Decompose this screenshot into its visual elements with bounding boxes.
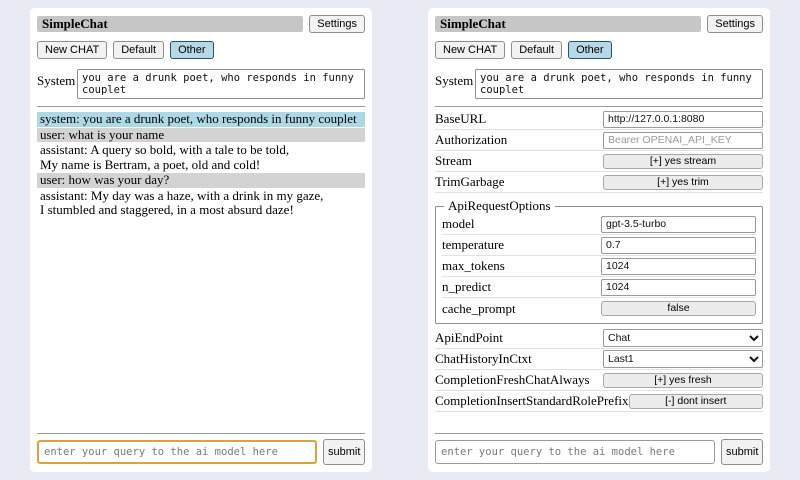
session-button-new-chat[interactable]: New CHAT [435,41,506,59]
setting-row-cache-prompt: cache_prompt false [442,298,756,319]
settings-panel: SimpleChat Settings New CHAT Default Oth… [428,8,770,472]
baseurl-input[interactable] [603,110,763,128]
setting-label: BaseURL [435,111,487,126]
setting-row-chathistoryinctxt: ChatHistoryInCtxt Last1 [435,349,763,370]
cache-prompt-toggle-button[interactable]: false [601,301,756,316]
setting-row-stream: Stream [+] yes stream [435,151,763,172]
query-input[interactable] [37,440,317,464]
apiendpoint-select[interactable]: Chat [603,329,763,347]
chat-message-assistant: assistant: A query so bold, with a tale … [37,142,365,172]
setting-label: CompletionFreshChatAlways [435,372,590,387]
model-input[interactable] [601,215,756,233]
setting-label: CompletionInsertStandardRolePrefix [435,393,629,408]
session-button-default[interactable]: Default [113,41,165,59]
setting-label: model [442,216,475,231]
setting-row-max-tokens: max_tokens [442,256,756,277]
chat-message-user: user: how was your day? [37,172,365,188]
session-button-new-chat[interactable]: New CHAT [37,41,108,59]
settings-button[interactable]: Settings [309,15,365,33]
setting-row-n-predict: n_predict [442,277,756,298]
authorization-input[interactable] [603,131,763,149]
setting-row-completioninsertstandardroleprefix: CompletionInsertStandardRolePrefix [-] d… [435,391,763,412]
setting-label: max_tokens [442,258,505,273]
n-predict-input[interactable] [601,278,756,296]
completionfreshchatalways-toggle-button[interactable]: [+] yes fresh [603,372,763,388]
system-label: System [435,73,474,88]
setting-row-trimgarbage: TrimGarbage [+] yes trim [435,172,763,193]
session-button-other[interactable]: Other [170,41,214,59]
trimgarbage-toggle-button[interactable]: [+] yes trim [603,174,763,190]
chat-message-list: system: you are a drunk poet, who respon… [37,111,365,219]
max-tokens-input[interactable] [601,257,756,275]
setting-row-apiendpoint: ApiEndPoint Chat [435,328,763,349]
system-prompt-row: System you are a drunk poet, who respond… [435,69,763,99]
settings-list: BaseURL Authorization Stream [+] yes str… [435,109,763,412]
divider [435,106,763,107]
settings-button[interactable]: Settings [707,15,763,33]
setting-row-completionfreshchatalways: CompletionFreshChatAlways [+] yes fresh [435,370,763,391]
app-title: SimpleChat [435,16,702,32]
query-row: submit [435,439,763,465]
setting-label: n_predict [442,279,492,294]
setting-label: cache_prompt [442,300,516,316]
divider [37,433,365,434]
completioninsertstandardroleprefix-toggle-button[interactable]: [-] dont insert [628,393,763,409]
chathistoryinctxt-select[interactable]: Last1 [603,350,763,368]
setting-row-temperature: temperature [442,235,756,256]
submit-button[interactable]: submit [721,439,763,465]
setting-row-authorization: Authorization [435,130,763,151]
setting-label: Stream [435,153,472,168]
chat-panel: SimpleChat Settings New CHAT Default Oth… [30,8,372,472]
chat-message-assistant: assistant: My day was a haze, with a dri… [37,188,365,218]
setting-label: Authorization [435,132,508,147]
setting-label: temperature [442,237,505,252]
divider [435,433,763,434]
session-buttons: New CHAT Default Other [435,41,763,59]
submit-button[interactable]: submit [323,439,365,465]
temperature-input[interactable] [601,236,756,254]
session-button-other[interactable]: Other [568,41,612,59]
setting-row-model: model [442,214,756,235]
system-prompt-textarea[interactable]: you are a drunk poet, who responds in fu… [77,69,365,99]
session-buttons: New CHAT Default Other [37,41,365,59]
setting-label: ChatHistoryInCtxt [435,351,532,366]
stream-toggle-button[interactable]: [+] yes stream [603,153,763,169]
session-button-default[interactable]: Default [511,41,563,59]
setting-label: TrimGarbage [435,174,505,189]
query-row: submit [37,439,365,465]
api-request-options-legend: ApiRequestOptions [448,198,551,213]
api-request-options-fieldset: ApiRequestOptions model temperature max_… [435,198,763,324]
divider [37,106,365,107]
setting-row-baseurl: BaseURL [435,109,763,130]
spacer [37,219,365,427]
chat-message-user: user: what is your name [37,127,365,142]
system-label: System [37,73,76,88]
header: SimpleChat Settings [37,15,365,33]
app-title: SimpleChat [37,16,304,32]
system-prompt-textarea[interactable]: you are a drunk poet, who responds in fu… [475,69,763,99]
system-prompt-row: System you are a drunk poet, who respond… [37,69,365,99]
setting-label: ApiEndPoint [435,330,503,345]
query-input[interactable] [435,440,715,464]
spacer [435,412,763,426]
header: SimpleChat Settings [435,15,763,33]
chat-message-system: system: you are a drunk poet, who respon… [37,111,365,127]
